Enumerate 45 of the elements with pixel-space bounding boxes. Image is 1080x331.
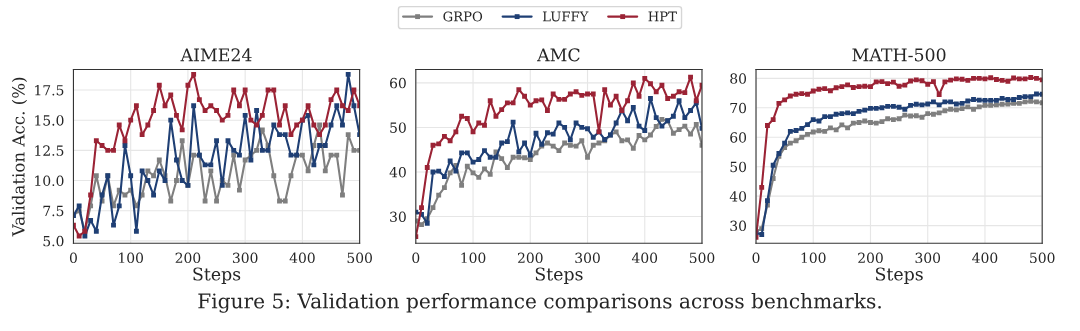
y-tick-label: 15.0 [35,115,64,126]
x-tick-label: 300 [915,252,941,264]
legend-label: HPT [648,11,677,22]
y-tick-label: 30 [730,220,747,232]
y-tick-label: 7.5 [43,205,64,217]
y-tick-label: 12.5 [35,145,64,156]
y-tick-label: 40 [389,166,406,178]
x-tick-label: 300 [575,252,600,264]
x-tick-label: 0 [69,252,77,264]
y-tick-label: 10.0 [35,175,64,187]
x-tick-label: 500 [689,252,715,264]
x-tick-label: 100 [119,252,144,264]
chart-title: AIME24 [180,48,252,62]
x-axis-title: Steps [875,267,923,284]
chart-title: MATH-500 [852,48,946,62]
y-tick-label: 17.5 [35,84,64,96]
y-tick-label: 70 [730,102,747,114]
y-axis-title: Validation Acc. (%) [11,77,28,237]
y-tick-label: 30 [390,211,406,223]
x-tick-label: 300 [232,252,258,264]
legend-label: GRPO [443,11,483,22]
x-tick-label: 500 [1030,252,1055,264]
caption: Figure 5: Validation performance comparisons across benchmarks. [198,292,881,313]
y-tick-label: 80 [730,73,747,84]
y-tick-label: 40 [729,191,747,202]
y-tick-label: 5.0 [43,235,64,247]
x-tick-label: 400 [972,252,998,264]
y-tick-label: 60 [730,132,747,143]
x-tick-label: 200 [175,252,201,264]
y-tick-label: 60 [390,77,406,89]
legend-label: LUFFY [542,11,589,22]
x-tick-label: 100 [801,252,826,264]
x-tick-label: 400 [289,252,315,264]
x-axis-title: Steps [535,267,583,284]
x-tick-label: 200 [858,252,883,264]
y-tick-label: 50 [390,122,406,133]
x-tick-label: 100 [461,252,486,264]
x-tick-label: 500 [347,252,372,264]
x-tick-label: 0 [412,252,420,264]
x-tick-label: 400 [631,252,658,264]
chart-title: AMC [537,48,580,62]
x-tick-label: 200 [517,252,543,264]
x-tick-label: 0 [752,252,760,264]
x-axis-title: Steps [193,267,241,284]
y-tick-label: 50 [730,161,747,173]
